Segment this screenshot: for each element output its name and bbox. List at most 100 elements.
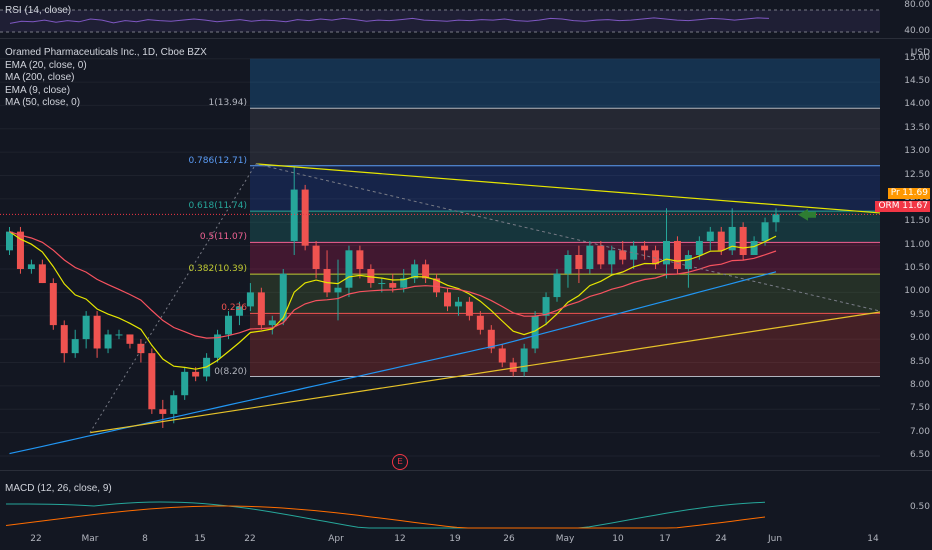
candle: [739, 226, 747, 255]
candle: [498, 348, 506, 363]
rsi-pane-divider[interactable]: [0, 38, 932, 39]
indicator-ma50[interactable]: MA (50, close, 0): [5, 97, 81, 108]
candle: [192, 371, 200, 377]
indicator-ema9[interactable]: EMA (9, close): [5, 84, 71, 96]
candle: [104, 334, 112, 349]
price-tick: 10.00: [904, 286, 930, 297]
fib-zone: [250, 211, 880, 243]
price-tick: 13.50: [904, 122, 930, 133]
time-tick: 8: [142, 534, 148, 544]
candle: [542, 297, 550, 316]
candle: [323, 269, 331, 293]
price-tick: 12.50: [904, 169, 930, 180]
candle: [225, 315, 232, 335]
price-tick: 10.50: [904, 263, 930, 274]
candle: [717, 231, 725, 251]
main-legend: Oramed Pharmaceuticals Inc., 1D, Cboe BZ…: [5, 47, 207, 110]
time-tick: 22: [244, 534, 256, 544]
fib-label: 1(13.94): [208, 98, 247, 109]
candle: [389, 283, 397, 288]
time-tick: Jun: [767, 534, 783, 544]
price-tick: 15.00: [904, 52, 930, 63]
candle: [444, 292, 451, 307]
candle: [509, 362, 517, 372]
price-tick: 8.00: [909, 379, 930, 390]
fib-zone: [250, 108, 880, 166]
resistance-trendline: [255, 163, 881, 214]
candle: [290, 189, 298, 241]
candle: [695, 240, 703, 255]
candle: [159, 409, 167, 414]
candle: [181, 371, 189, 396]
candle: [60, 325, 68, 354]
candle: [750, 240, 758, 255]
candle: [137, 343, 145, 354]
candle: [553, 273, 561, 298]
price-tick: 11.00: [904, 239, 930, 250]
price-tick: 9.00: [909, 333, 930, 344]
candle: [433, 278, 441, 293]
candle: [684, 255, 692, 270]
candle: [487, 329, 495, 349]
candle: [268, 320, 276, 326]
time-tick: 24: [715, 534, 727, 544]
candle: [597, 245, 605, 265]
candle: [476, 315, 484, 330]
candle: [400, 278, 408, 288]
symbol-title[interactable]: Oramed Pharmaceuticals Inc., 1D, Cboe BZ…: [5, 47, 207, 58]
candle: [148, 353, 156, 410]
candle: [520, 348, 528, 372]
candle: [586, 245, 594, 270]
currency-label: USD: [910, 48, 930, 58]
fib-label: 0.618(11.74): [188, 201, 247, 212]
candle: [214, 334, 222, 358]
time-tick: Apr: [328, 534, 344, 544]
candle: [728, 226, 736, 251]
candle: [345, 250, 353, 288]
candle: [301, 189, 309, 246]
rsi-line: [9, 17, 770, 24]
price-tick: 6.50: [909, 449, 930, 460]
candle: [367, 269, 375, 284]
time-tick: 14: [867, 534, 879, 544]
candle: [564, 255, 572, 274]
indicator-ma200[interactable]: MA (200, close): [5, 72, 75, 83]
rsi-legend[interactable]: RSI (14, close): [5, 5, 71, 18]
candle: [170, 395, 178, 414]
candle: [312, 245, 320, 270]
time-tick: 17: [659, 534, 671, 544]
fib-zone: [250, 313, 880, 377]
candle: [761, 222, 769, 241]
candle: [422, 264, 430, 279]
macd-pane-divider[interactable]: [0, 470, 932, 471]
price-tick: 8.50: [909, 356, 930, 367]
candle: [6, 231, 13, 251]
rsi-legend-label: RSI (14, close): [5, 5, 72, 16]
candle: [38, 264, 46, 284]
candle: [608, 250, 616, 265]
earnings-marker[interactable]: E: [392, 454, 408, 470]
macd-tick-050: 0.50: [909, 502, 930, 512]
time-tick: Mar: [81, 534, 99, 544]
time-tick: 19: [449, 534, 461, 544]
ema9-line: [9, 231, 777, 370]
candle: [235, 306, 243, 316]
price-tick: 9.50: [909, 309, 930, 320]
candle: [630, 245, 638, 260]
rsi-level-80: 80.00: [904, 0, 930, 10]
candle: [71, 339, 79, 354]
price-tick: 13.00: [904, 146, 930, 157]
candle: [575, 255, 583, 270]
macd-legend[interactable]: MACD (12, 26, close, 9): [5, 483, 112, 496]
macd-legend-label: MACD (12, 26, close, 9): [5, 483, 112, 494]
arrow-annotation: [798, 208, 816, 221]
indicator-ema20[interactable]: EMA (20, close, 0): [5, 59, 87, 71]
symbol-tag: ORMP: [875, 201, 908, 212]
support-trendline: [89, 311, 881, 434]
signal-line: [5, 505, 766, 529]
time-tick: May: [555, 534, 575, 544]
candle: [356, 250, 364, 270]
candle: [279, 273, 287, 321]
